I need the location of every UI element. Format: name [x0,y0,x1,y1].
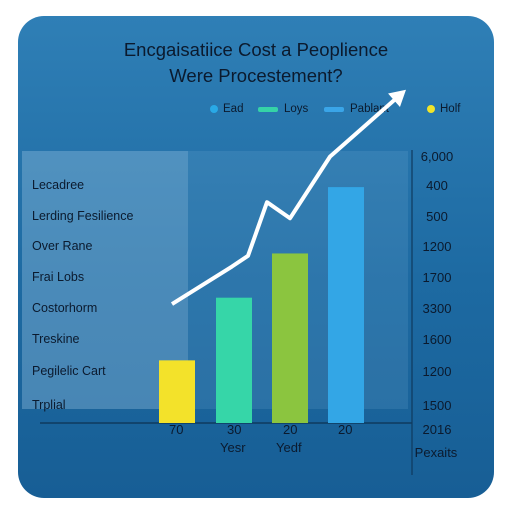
row-label: Lecadree [32,178,85,192]
legend-item-ead: Ead [210,103,243,115]
bar-70 [159,360,195,423]
right-value: 400 [426,178,448,193]
x-tick-label: 70 [169,422,184,437]
right-value: 1500 [422,398,452,413]
legend-bar-icon [258,106,278,112]
row-label: Frai Lobs [32,270,85,284]
row-label: Trplial [32,398,66,412]
bar-20 [328,187,364,423]
row-label: Costorhorm [32,301,98,315]
legend-dot-icon [210,105,218,113]
x-sub-label: Yedf [276,440,302,455]
right-footer-label: Pexaits [414,445,458,460]
right-value: 1200 [422,239,452,254]
right-footer-value: 2016 [422,422,452,437]
legend-item-loys: Loys [258,103,308,115]
row-label: Over Rane [32,239,93,253]
legend-label: Ead [223,103,244,115]
chart-title-line2: Were Procestement? [169,65,343,86]
bar-20 [272,253,308,423]
legend-bar-icon [324,106,344,112]
trend-arrow-icon [388,89,407,108]
right-value: 3300 [422,301,452,316]
row-label: Pegilelic Cart [32,364,106,378]
chart-card: Encgaisatiice Cost a Peoplience Were Pro… [18,16,494,498]
row-label: Lerding Fesilience [32,209,134,223]
legend-label: Loys [284,103,309,115]
legend-label: Holf [440,103,461,115]
right-value: 1600 [422,332,452,347]
row-label: Treskine [32,332,80,346]
right-value: 6,000 [420,149,454,164]
legend-item-holf: Holf [427,103,460,115]
x-tick-label: 20 [338,422,353,437]
legend-dot-icon [427,105,435,113]
bar-30 [216,297,252,423]
x-sub-label: Yesr [220,440,246,455]
chart-title-line1: Encgaisatiice Cost a Peoplience [123,39,389,60]
right-value: 1200 [422,364,452,379]
right-value: 1700 [422,270,452,285]
x-tick-label: 30 [227,422,242,437]
x-tick-label: 20 [283,422,298,437]
right-value: 500 [426,209,448,224]
trend-line [170,93,402,306]
